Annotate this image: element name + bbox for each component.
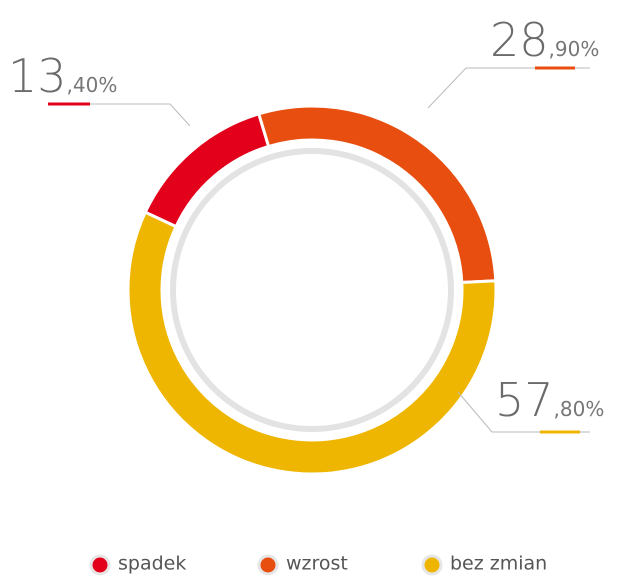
value-label-int: 13: [8, 49, 67, 103]
donut: [126, 104, 498, 476]
leader-line: [55, 103, 191, 127]
value-label-frac: ,80%: [554, 397, 605, 421]
value-label-frac: ,90%: [549, 37, 600, 61]
legend-label: bez zmian: [450, 553, 547, 575]
legend-swatch: [257, 554, 279, 576]
value-label: 28,90%: [490, 13, 599, 67]
value-label-frac: ,40%: [67, 73, 118, 97]
value-label: 57,80%: [495, 373, 604, 427]
value-label-int: 57: [495, 373, 554, 427]
legend-label: spadek: [118, 553, 186, 575]
value-label: 13,40%: [8, 49, 117, 103]
leader-line: [427, 67, 590, 109]
donut-segment: [126, 210, 498, 476]
inner-ring: [170, 148, 454, 432]
donut-segment: [256, 104, 498, 285]
legend-swatch: [89, 554, 111, 576]
legend-label: wzrost: [286, 553, 348, 575]
donut-segment: [143, 111, 271, 229]
legend-swatch: [421, 554, 443, 576]
value-label-int: 28: [490, 13, 549, 67]
